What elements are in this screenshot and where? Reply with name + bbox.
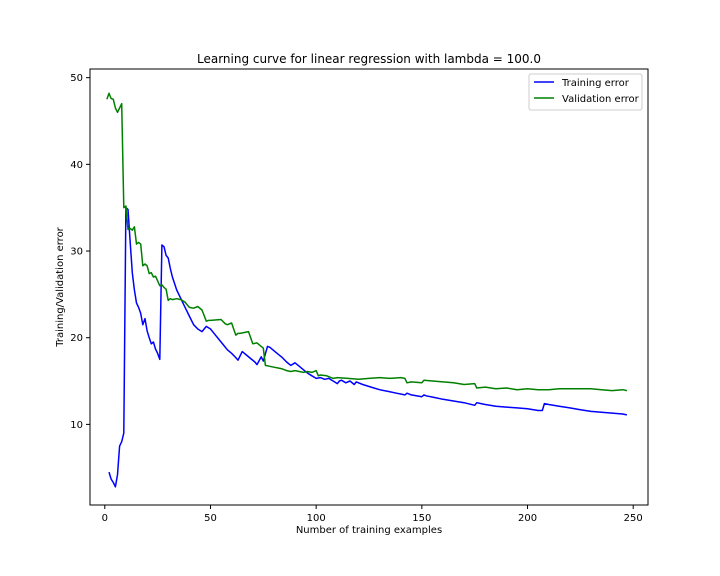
chart-title: Learning curve for linear regression wit…	[197, 52, 541, 66]
training-error-line	[108, 206, 628, 488]
series-layer	[106, 92, 628, 488]
legend-box	[528, 73, 643, 111]
x-tick-label: 150	[412, 513, 431, 524]
legend-label-validation-error: Validation error	[562, 94, 640, 105]
validation-error-line	[106, 92, 628, 392]
y-tick-label: 30	[70, 247, 83, 258]
x-tick-label: 0	[102, 513, 108, 524]
x-tick-label: 100	[307, 513, 326, 524]
y-axis-label: Training/Validation error	[55, 226, 66, 347]
x-axis-label: Number of training examples	[296, 525, 442, 536]
legend: Training error Validation error	[528, 73, 643, 111]
x-tick-label: 250	[624, 513, 643, 524]
plot-frame	[89, 68, 649, 506]
y-tick-label: 50	[70, 73, 83, 84]
y-tick-label: 40	[70, 160, 83, 171]
plot-area	[106, 92, 628, 488]
y-axis: 10 20 30 40 50	[70, 73, 90, 431]
y-tick-label: 10	[70, 420, 83, 431]
x-tick-label: 200	[518, 513, 537, 524]
legend-label-training-error: Training error	[561, 78, 630, 89]
y-tick-label: 20	[70, 333, 83, 344]
x-tick-label: 50	[204, 513, 217, 524]
x-axis: 0 50 100 150 200 250	[102, 505, 643, 524]
